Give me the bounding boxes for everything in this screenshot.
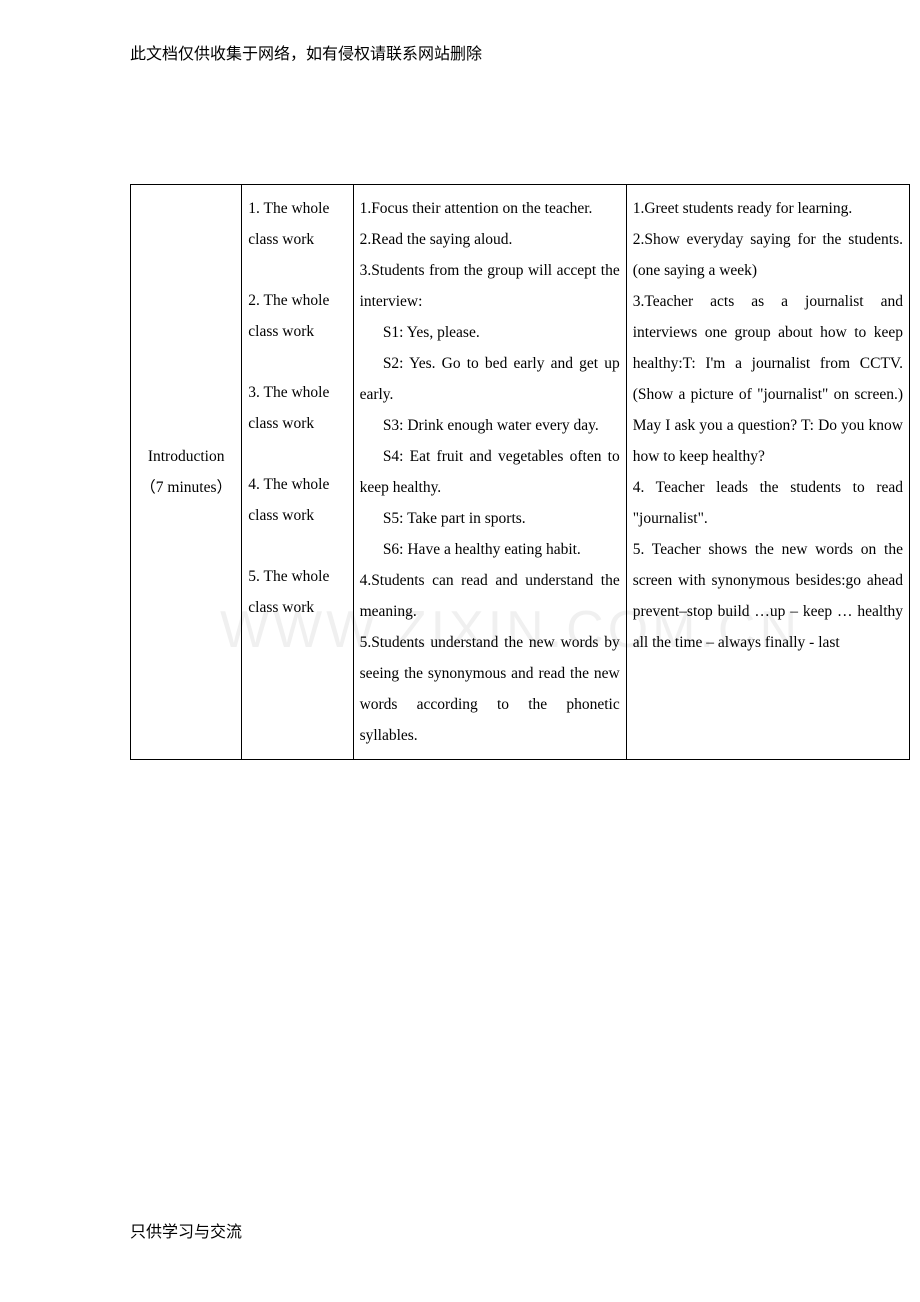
student-dialogue: S5: Take part in sports.: [360, 503, 620, 534]
table-row: Introduction （7 minutes） 1. The whole cl…: [131, 185, 910, 760]
student-dialogue: S6: Have a healthy eating habit.: [360, 534, 620, 565]
student-step: 5.Students understand the new words by s…: [360, 627, 620, 751]
student-dialogue: S3: Drink enough water every day.: [360, 410, 620, 441]
lesson-plan-table: Introduction （7 minutes） 1. The whole cl…: [130, 184, 910, 760]
student-step: 4.Students can read and understand the m…: [360, 565, 620, 627]
student-step: 1.Focus their attention on the teacher.: [360, 193, 620, 224]
document-page: 此文档仅供收集于网络，如有侵权请联系网站删除 WWW.ZIXIN.COM.CN …: [0, 0, 920, 1302]
teacher-step: 2.Show everyday saying for the students.…: [633, 224, 903, 286]
interaction-pattern-cell: 1. The whole class work 2. The whole cla…: [242, 185, 353, 760]
teacher-activity-cell: 1.Greet students ready for learning. 2.S…: [626, 185, 909, 760]
stage-title: Introduction: [137, 441, 235, 472]
student-dialogue: S4: Eat fruit and vegetables often to ke…: [360, 441, 620, 503]
pattern-item: 1. The whole class work: [248, 193, 346, 255]
stage-duration: （7 minutes）: [137, 472, 235, 503]
pattern-item: 4. The whole class work: [248, 469, 346, 531]
pattern-item: 3. The whole class work: [248, 377, 346, 439]
student-dialogue: S1: Yes, please.: [360, 317, 620, 348]
student-step: 2.Read the saying aloud.: [360, 224, 620, 255]
footer-disclaimer: 只供学习与交流: [130, 1218, 242, 1242]
teacher-step: 4. Teacher leads the students to read "j…: [633, 472, 903, 534]
pattern-item: 2. The whole class work: [248, 285, 346, 347]
pattern-item: 5. The whole class work: [248, 561, 346, 623]
stage-cell: Introduction （7 minutes）: [131, 185, 242, 760]
student-dialogue: S2: Yes. Go to bed early and get up earl…: [360, 348, 620, 410]
student-step: 3.Students from the group will accept th…: [360, 255, 620, 317]
header-disclaimer: 此文档仅供收集于网络，如有侵权请联系网站删除: [130, 40, 850, 64]
teacher-step: 1.Greet students ready for learning.: [633, 193, 903, 224]
teacher-step: 5. Teacher shows the new words on the sc…: [633, 534, 903, 658]
student-activity-cell: 1.Focus their attention on the teacher. …: [353, 185, 626, 760]
teacher-step: 3.Teacher acts as a journalist and inter…: [633, 286, 903, 472]
